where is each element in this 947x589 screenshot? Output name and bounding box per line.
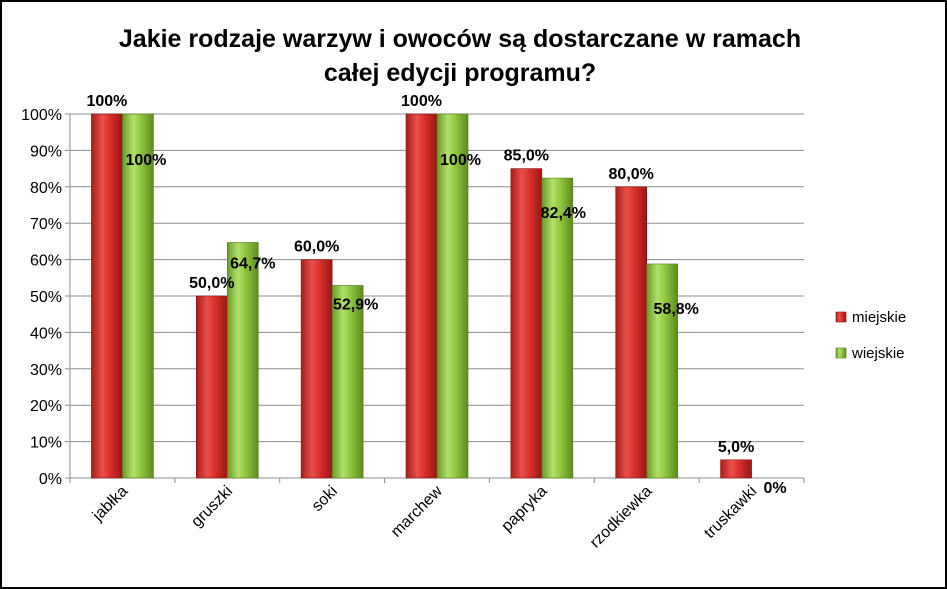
x-tick-label: marchew	[388, 482, 446, 540]
bar-wiejskie	[646, 263, 679, 479]
chart-title: Jakie rodzaje warzyw i owoców są dostarc…	[100, 22, 820, 90]
y-tick-label: 90%	[30, 143, 62, 160]
y-tick-label: 80%	[30, 180, 62, 197]
bar-wiejskie	[436, 113, 469, 479]
data-label-wiejskie: 0%	[764, 480, 787, 497]
y-tick-label: 100%	[21, 107, 62, 124]
y-tick-label: 20%	[30, 398, 62, 415]
data-label-miejskie: 100%	[86, 93, 127, 110]
data-label-wiejskie: 64,7%	[230, 255, 275, 272]
legend-label-miejskie: miejskie	[852, 309, 906, 326]
bar-miejskie	[615, 186, 648, 479]
x-tick-label: rzodkiewka	[587, 483, 656, 552]
legend: miejskie wiejskie	[835, 309, 906, 362]
data-labels: 100% 50,0% 60,0% 100% 85,0% 80,0% 5,0% 100% 64,7…	[86, 93, 786, 497]
data-label-wiejskie: 52,9%	[333, 296, 378, 313]
bar-wiejskie	[541, 177, 574, 479]
y-tick-label: 60%	[30, 253, 62, 270]
data-label-miejskie: 5,0%	[718, 439, 754, 456]
y-tick-label: 30%	[30, 362, 62, 379]
bar-wiejskie	[226, 242, 259, 479]
legend-label-wiejskie: wiejskie	[851, 345, 905, 362]
x-tick-label: truskawki	[701, 483, 760, 542]
data-label-miejskie: 100%	[401, 93, 442, 110]
x-tick-label: jabłka	[89, 483, 131, 525]
x-tick-label: soki	[309, 483, 341, 515]
y-tick-label: 10%	[30, 435, 62, 452]
data-label-wiejskie: 58,8%	[654, 301, 699, 318]
data-label-wiejskie: 82,4%	[541, 205, 586, 222]
legend-swatch-miejskie	[835, 311, 847, 323]
bar-miejskie	[300, 259, 333, 479]
y-tick-label: 70%	[30, 216, 62, 233]
bar-miejskie	[91, 113, 123, 479]
legend-swatch-wiejskie	[835, 347, 847, 359]
bar-miejskie	[405, 113, 438, 479]
chart-title-line-2: całej edycji programu?	[323, 59, 597, 87]
data-label-wiejskie: 100%	[125, 152, 166, 169]
bar-miejskie	[720, 459, 752, 479]
bar-miejskie	[510, 168, 543, 479]
bar-wiejskie	[331, 285, 364, 479]
data-label-miejskie: 60,0%	[294, 239, 339, 256]
y-tick-label: 40%	[30, 325, 62, 342]
y-tick-label: 50%	[30, 289, 62, 306]
x-tick-label: gruszki	[188, 483, 236, 531]
bar-wiejskie	[122, 113, 154, 479]
data-label-miejskie: 50,0%	[189, 275, 234, 292]
data-label-wiejskie: 100%	[440, 152, 481, 169]
x-tick-label: papryka	[498, 483, 550, 535]
y-tick-label: 0%	[39, 471, 62, 488]
data-label-miejskie: 85,0%	[504, 148, 549, 165]
bars	[91, 113, 752, 479]
bar-miejskie	[195, 295, 228, 479]
chart-title-line-1: Jakie rodzaje warzyw i owoców są dostarc…	[118, 25, 802, 53]
data-label-miejskie: 80,0%	[609, 166, 654, 183]
